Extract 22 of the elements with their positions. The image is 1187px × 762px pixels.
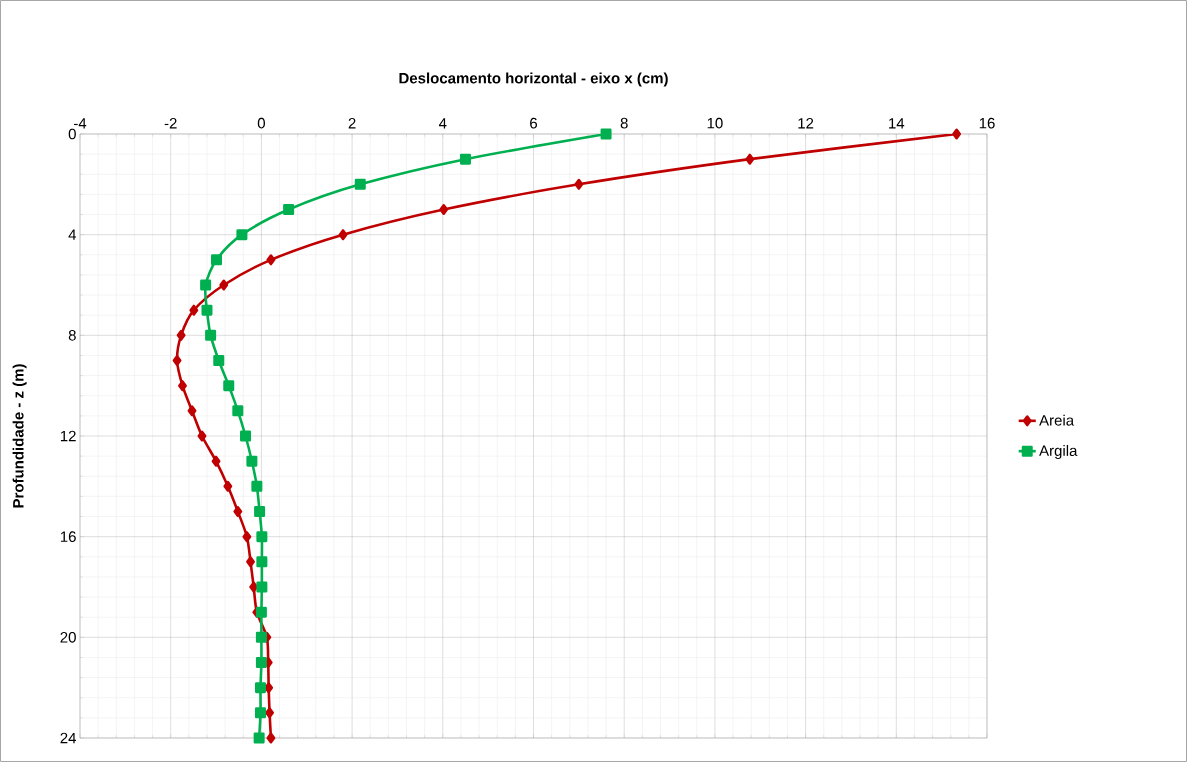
x-axis-title: Deslocamento horizontal - eixo x (cm): [399, 72, 668, 87]
legend-label: Argila: [1039, 444, 1078, 459]
y-tick-label: 24: [60, 732, 77, 744]
x-tick-label: 4: [438, 118, 447, 129]
x-tick-label: 6: [530, 117, 538, 129]
y-axis-title: Profundidade - z (m): [12, 364, 27, 508]
x-tick-label: 12: [798, 117, 814, 129]
x-tick-label: 14: [889, 118, 905, 129]
y-tick-label: 16: [60, 531, 76, 542]
x-tick-label: 10: [707, 117, 723, 129]
legend-label: Areia: [1039, 414, 1075, 426]
y-tick-label: 20: [60, 632, 76, 643]
y-tick-label: 8: [68, 330, 76, 341]
x-tick-label: 16: [979, 117, 995, 129]
x-tick-label: -4: [74, 118, 87, 129]
y-tick-label: 4: [68, 229, 77, 240]
x-tick-label: 8: [620, 117, 628, 129]
x-tick-label: -2: [164, 117, 177, 129]
y-tick-label: 0: [68, 128, 76, 140]
x-tick-label: 0: [257, 117, 265, 129]
y-tick-label: 12: [60, 430, 76, 442]
x-tick-label: 2: [348, 117, 356, 129]
